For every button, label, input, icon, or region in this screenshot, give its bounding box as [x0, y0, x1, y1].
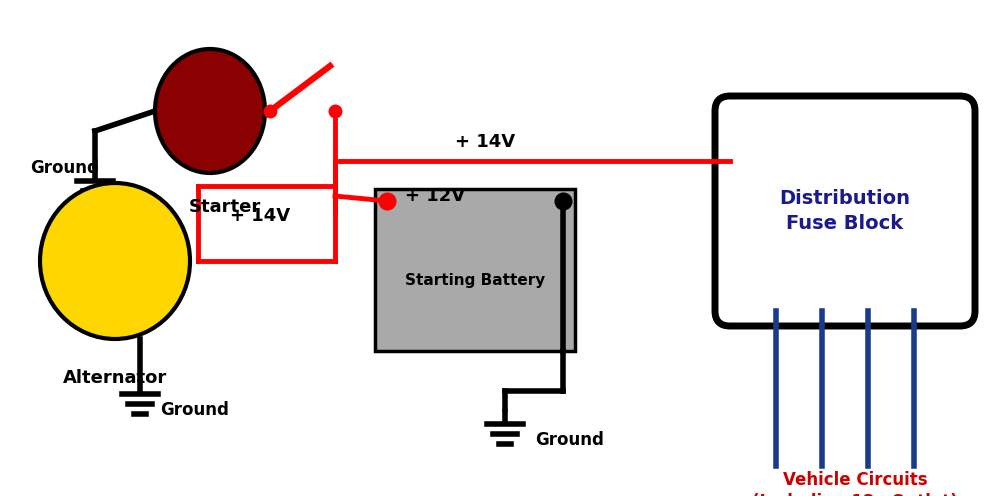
Text: Starter: Starter: [189, 198, 261, 216]
Text: + 12V: + 12V: [405, 187, 465, 205]
Text: Distribution
Fuse Block: Distribution Fuse Block: [779, 189, 910, 233]
Text: Ground: Ground: [161, 401, 229, 419]
Text: + 14V: + 14V: [455, 133, 515, 151]
Text: Ground: Ground: [30, 159, 99, 177]
Text: Alternator: Alternator: [63, 369, 167, 387]
Text: + 14V: + 14V: [230, 207, 290, 225]
Text: Starting Battery: Starting Battery: [405, 272, 545, 288]
FancyBboxPatch shape: [715, 96, 975, 326]
Ellipse shape: [40, 183, 190, 339]
FancyBboxPatch shape: [375, 189, 575, 351]
Text: Ground: Ground: [536, 431, 604, 449]
Ellipse shape: [155, 49, 265, 173]
Text: Vehicle Circuits
(Including 12v Outlet): Vehicle Circuits (Including 12v Outlet): [752, 471, 958, 496]
